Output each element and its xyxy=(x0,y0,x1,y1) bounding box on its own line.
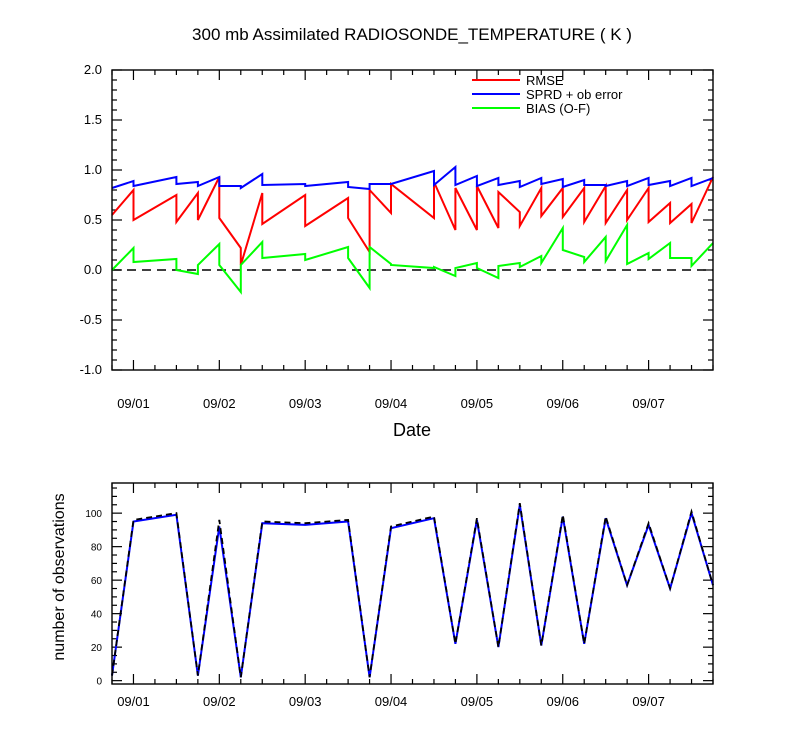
y-tick-label: 0.5 xyxy=(84,212,102,227)
x-axis-label: Date xyxy=(393,420,431,440)
bottom-plot-frame xyxy=(111,482,714,685)
bottom-series-group xyxy=(111,502,714,678)
y-tick-label: 80 xyxy=(91,543,103,554)
x-tick-label: 09/04 xyxy=(375,694,408,709)
x-tick-label: 09/07 xyxy=(632,694,665,709)
y-tick-label: 1.5 xyxy=(84,112,102,127)
x-tick-label: 09/03 xyxy=(289,694,322,709)
top-plot-frame xyxy=(111,69,714,371)
series-line-possible xyxy=(111,502,714,678)
y-tick-label: 0 xyxy=(96,677,102,688)
y-tick-label: 40 xyxy=(91,610,103,621)
x-tick-label: 09/07 xyxy=(632,396,665,411)
x-tick-label: 09/01 xyxy=(117,694,150,709)
y-tick-label: 20 xyxy=(91,643,103,654)
x-tick-label: 09/02 xyxy=(203,694,236,709)
top-axes: 09/01 09/02 09/03 09/04 09/05 09/06 09/07 2.0 1.… xyxy=(80,62,714,411)
x-tick-label: 09/06 xyxy=(546,694,579,709)
chart-title: 300 mb Assimilated RADIOSONDE_TEMPERATUR… xyxy=(192,25,632,44)
series-line-sprd-ob-error xyxy=(111,164,714,191)
x-tick-label: 09/04 xyxy=(375,396,408,411)
x-tick-label: 09/02 xyxy=(203,396,236,411)
x-tick-label: 09/05 xyxy=(461,396,494,411)
y-tick-label: 1.0 xyxy=(84,162,102,177)
series-line-used xyxy=(111,504,714,678)
legend-label: SPRD + ob error xyxy=(526,87,623,102)
x-tick-label: 09/06 xyxy=(546,396,579,411)
series-line-rmse xyxy=(111,176,714,266)
y-tick-label: 2.0 xyxy=(84,62,102,77)
y-tick-label: -1.0 xyxy=(80,362,102,377)
y-tick-label: -0.5 xyxy=(80,312,102,327)
y-axis-label-observations: number of observations xyxy=(51,493,68,660)
x-tick-label: 09/03 xyxy=(289,396,322,411)
y-tick-label: 60 xyxy=(91,576,103,587)
top-series-group xyxy=(111,164,714,295)
bottom-axes: 09/01 09/02 09/03 09/04 09/05 09/06 09/07 100 80… xyxy=(85,483,714,709)
series-line-bias-o-f xyxy=(111,221,714,295)
y-tick-label: 100 xyxy=(85,509,102,520)
legend-label: RMSE xyxy=(526,73,564,88)
x-tick-label: 09/01 xyxy=(117,396,150,411)
y-tick-label: 0.0 xyxy=(84,262,102,277)
legend-label: BIAS (O-F) xyxy=(526,101,590,116)
x-tick-label: 09/05 xyxy=(461,694,494,709)
